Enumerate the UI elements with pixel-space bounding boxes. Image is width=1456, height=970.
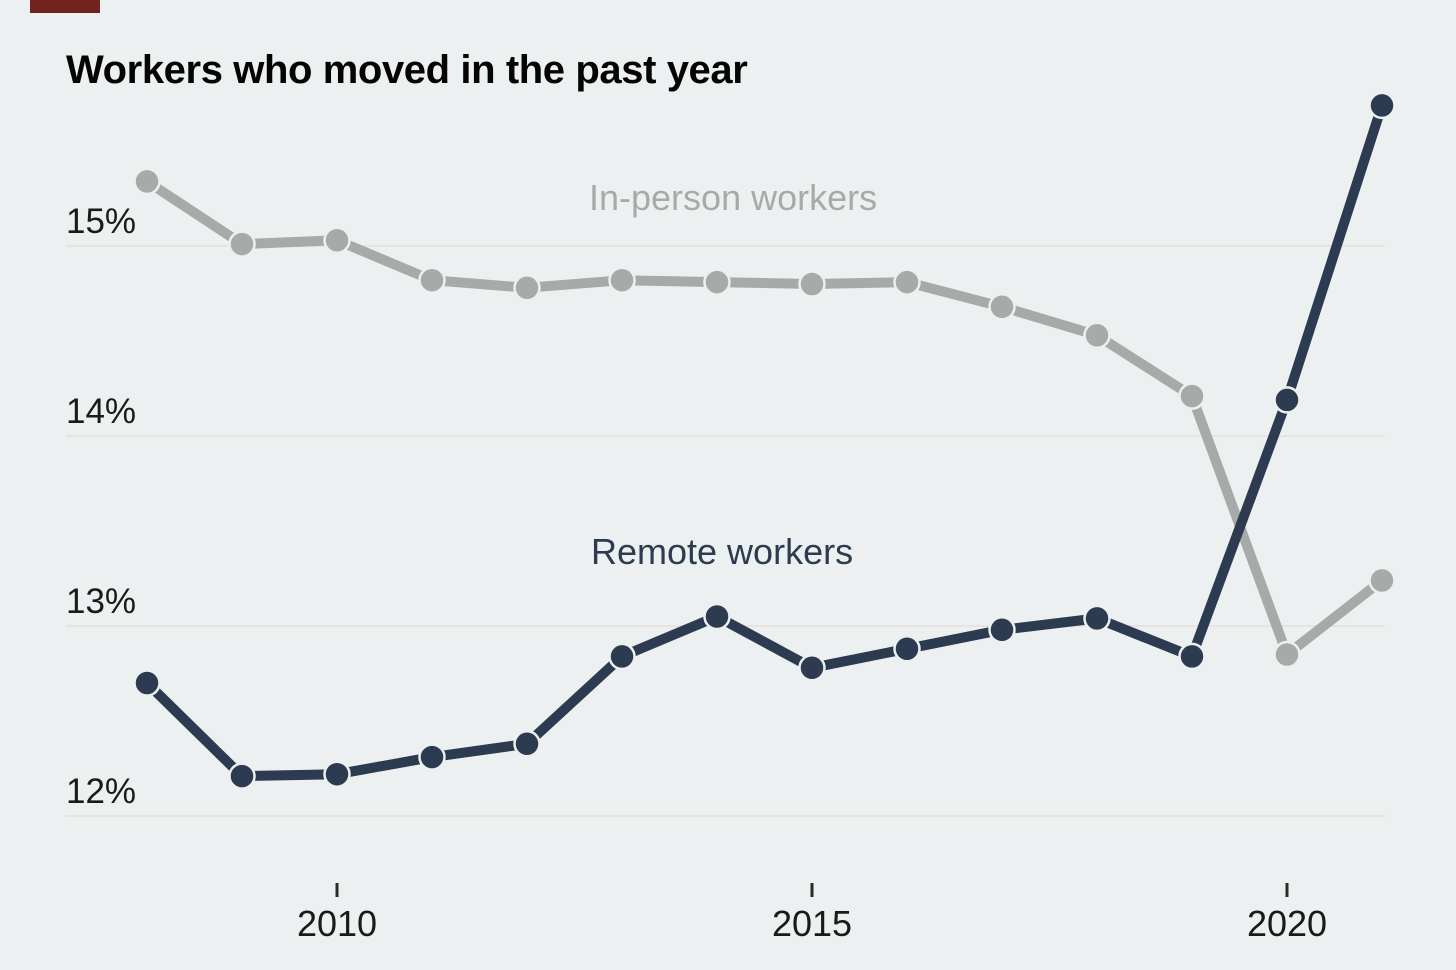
x-axis-label: 2015 xyxy=(771,903,853,944)
data-point xyxy=(513,730,541,758)
data-point xyxy=(608,642,636,671)
data-point xyxy=(608,266,636,294)
data-point xyxy=(1083,604,1111,633)
data-point xyxy=(1368,91,1396,120)
series-in-person-workers xyxy=(133,167,1396,669)
data-point xyxy=(228,230,256,258)
data-point xyxy=(513,274,541,302)
y-axis-label: 14% xyxy=(66,392,137,431)
data-point xyxy=(323,226,351,255)
data-point xyxy=(988,616,1016,644)
data-point xyxy=(798,654,826,682)
data-point xyxy=(1178,642,1206,671)
data-point xyxy=(418,743,446,771)
data-point xyxy=(1083,321,1111,350)
data-point xyxy=(323,760,351,788)
y-axis-label: 12% xyxy=(66,772,137,811)
data-point xyxy=(133,167,161,196)
x-axis-label: 2010 xyxy=(296,903,378,944)
y-axis-label: 15% xyxy=(66,202,137,241)
top-left-red-fragment xyxy=(30,0,100,13)
data-series xyxy=(133,91,1396,790)
x-axis-ticks xyxy=(335,883,1289,897)
data-point xyxy=(1368,566,1396,595)
chart-title: Workers who moved in the past year xyxy=(66,48,748,92)
data-point xyxy=(988,293,1016,321)
series-remote-workers xyxy=(133,91,1396,790)
series-label-in-person: In-person workers xyxy=(589,177,878,218)
data-point xyxy=(703,268,731,296)
data-point xyxy=(798,270,826,298)
series-label-remote: Remote workers xyxy=(591,531,854,572)
y-axis-label: 13% xyxy=(66,582,137,621)
data-point xyxy=(893,268,921,296)
data-point xyxy=(1178,382,1206,410)
data-point xyxy=(133,669,161,697)
data-point xyxy=(418,266,446,294)
data-point xyxy=(893,635,921,663)
x-axis-label: 2020 xyxy=(1246,903,1328,944)
data-point xyxy=(703,602,731,631)
data-point xyxy=(1273,640,1301,669)
data-point xyxy=(228,762,256,790)
data-point xyxy=(1273,386,1301,414)
